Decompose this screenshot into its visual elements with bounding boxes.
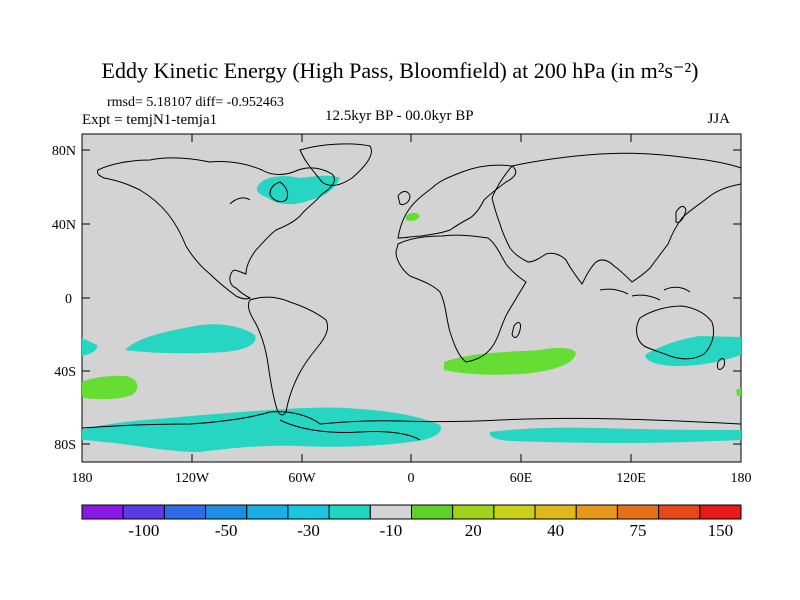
colorbar-swatch [163, 504, 207, 520]
axis-ticks [82, 134, 741, 462]
lat-label-80s: 80S [54, 438, 76, 453]
lon-label-120e: 120E [616, 471, 646, 486]
coastlines [81, 143, 742, 441]
colorbar-swatch [122, 504, 165, 520]
colorbar-swatch [575, 504, 618, 520]
colorbar-label: 75 [630, 521, 647, 540]
colorbar-swatch [81, 504, 124, 520]
period-label: 12.5kyr BP - 00.0kyr BP [325, 108, 474, 124]
lon-label-0: 0 [408, 471, 415, 486]
season-label: JJA [707, 111, 730, 127]
colorbar-swatch [658, 504, 701, 520]
colorbar-swatch [328, 504, 371, 520]
colorbar-labels: -100 -50 -30 -10 20 40 75 150 [128, 521, 733, 540]
colorbar-label: 20 [465, 521, 482, 540]
lon-label-60w: 60W [288, 471, 316, 486]
lon-label-180e: 180 [731, 471, 752, 486]
colorbar [81, 504, 742, 520]
colorbar-swatch [452, 504, 495, 520]
lon-label-180w: 180 [72, 471, 93, 486]
colorbar-label: -100 [128, 521, 159, 540]
map-title: Eddy Kinetic Energy (High Pass, Bloomfie… [101, 58, 699, 83]
lon-label-120w: 120W [175, 471, 210, 486]
colorbar-swatch [205, 504, 248, 520]
lon-label-60e: 60E [510, 471, 533, 486]
lat-label-80n: 80N [52, 144, 76, 159]
lat-label-0: 0 [65, 292, 72, 307]
map-background [81, 133, 742, 463]
colorbar-swatch [616, 504, 660, 520]
colorbar-label: 40 [547, 521, 564, 540]
colorbar-swatch [287, 504, 330, 520]
colorbar-swatch [411, 504, 454, 520]
stats-text: rmsd= 5.18107 diff= -0.952463 [107, 95, 284, 110]
lat-label-40s: 40S [54, 365, 76, 380]
colorbar-swatch [534, 504, 577, 520]
colorbar-label: -50 [215, 521, 238, 540]
colorbar-swatch [369, 504, 412, 520]
colorbar-swatch [493, 504, 536, 520]
colorbar-swatch [699, 504, 742, 520]
colorbar-label: -30 [297, 521, 320, 540]
experiment-label: Expt = temjN1-temja1 [82, 112, 218, 128]
colorbar-swatch [246, 504, 289, 520]
colorbar-label: -10 [380, 521, 403, 540]
colorbar-label: 150 [708, 521, 734, 540]
lat-label-40n: 40N [52, 218, 76, 233]
